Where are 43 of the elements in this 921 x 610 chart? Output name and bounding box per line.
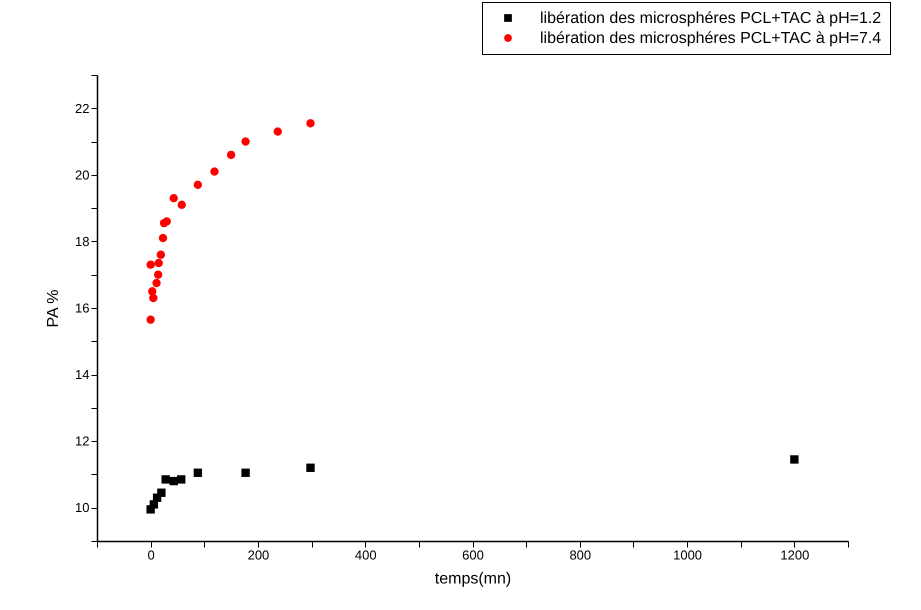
x-tick-label: 200	[248, 548, 270, 562]
point	[194, 180, 202, 190]
y-axis-title: PA %	[45, 290, 62, 328]
point	[177, 475, 186, 484]
point	[194, 468, 202, 477]
y-tick-label: 20	[75, 167, 90, 182]
point	[241, 468, 250, 477]
point	[790, 455, 799, 464]
point	[146, 315, 155, 324]
point	[178, 200, 186, 209]
y-tick-label: 12	[75, 434, 90, 449]
y-tick-label: 14	[75, 367, 90, 382]
point	[241, 137, 250, 146]
legend-label: libération des microsphéres PCL+TAC à pH=7.4	[540, 30, 882, 47]
x-tick-label: 400	[354, 548, 377, 562]
point	[146, 260, 155, 269]
x-axis-title: temps(mn)	[434, 570, 512, 588]
y-tick-label: 22	[75, 100, 90, 116]
point	[170, 194, 178, 202]
point	[306, 119, 315, 128]
x-tick-label: 1000	[673, 548, 702, 562]
point	[170, 476, 178, 486]
point	[158, 234, 168, 242]
point	[226, 150, 236, 160]
point	[154, 258, 163, 268]
point	[210, 167, 219, 176]
x-tick-label: 0	[148, 548, 155, 562]
point	[306, 464, 315, 472]
y-tick-label: 10	[75, 500, 90, 516]
legend-label: libération des microsphéres PCL+TAC à pH=1.2	[540, 10, 882, 27]
point	[161, 475, 170, 484]
point	[162, 217, 171, 226]
point	[148, 287, 156, 296]
point	[152, 278, 161, 288]
y-tick-label: 16	[75, 300, 90, 316]
x-tick-label: 1200	[780, 548, 810, 562]
point	[157, 488, 166, 497]
x-tick-label: 600	[462, 548, 484, 562]
x-tick-label: 800	[569, 548, 592, 562]
point	[154, 270, 162, 279]
y-tick-label: 18	[75, 234, 90, 249]
point	[156, 250, 166, 259]
point	[274, 127, 282, 136]
